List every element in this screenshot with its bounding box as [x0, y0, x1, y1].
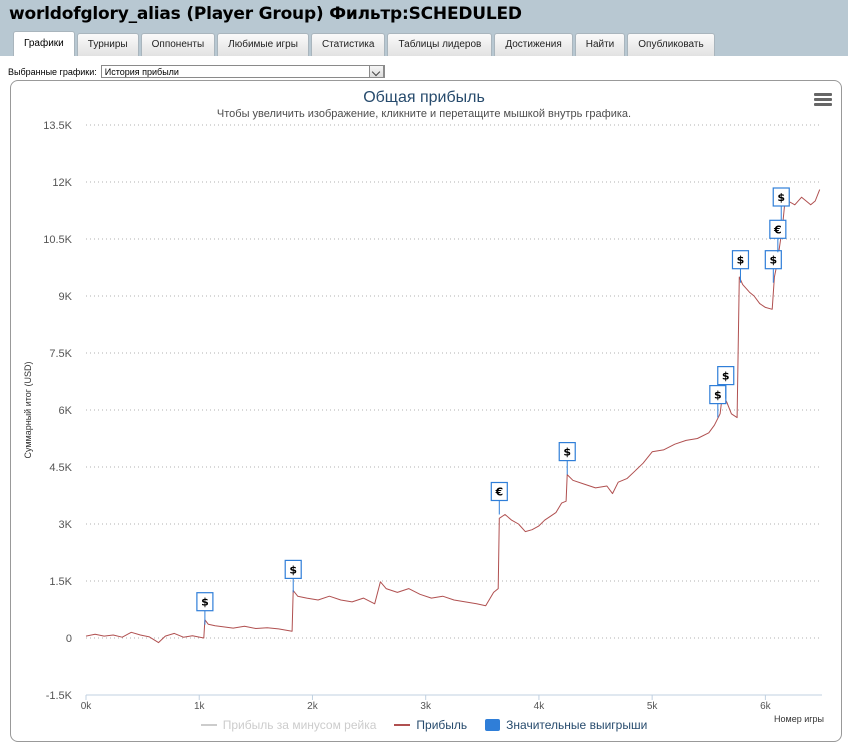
flag-label: $ — [769, 254, 777, 267]
significant-win-flag: $ — [731, 250, 750, 283]
y-tick-label: 12K — [52, 177, 72, 189]
y-tick-label: 0 — [66, 633, 72, 645]
flag-box — [196, 592, 214, 612]
significant-win-flag: $ — [196, 592, 214, 625]
flag-label: $ — [289, 563, 297, 576]
chart-title: Общая прибыль — [363, 89, 485, 106]
significant-win-flag: $ — [558, 442, 576, 475]
chart-selector-dropdown[interactable]: История прибыли — [100, 65, 385, 78]
y-tick-label: 6K — [59, 405, 73, 417]
y-tick-label: 13.5K — [43, 120, 72, 132]
legend-swatch-net-profit — [200, 724, 217, 726]
significant-win-flag: $ — [764, 250, 782, 283]
tab-favorite-games[interactable]: Любимые игры — [217, 33, 309, 56]
flag-box — [731, 250, 750, 270]
significant-win-flag: $ — [709, 385, 727, 418]
tab-publish[interactable]: Опубликовать — [627, 33, 715, 56]
flag-label: € — [773, 223, 782, 236]
flag-box — [764, 250, 782, 270]
x-tick-label: 6k — [760, 701, 772, 712]
x-axis-label: Номер игры — [774, 714, 824, 724]
chevron-down-icon[interactable] — [368, 65, 384, 78]
x-tick-label: 1k — [194, 701, 206, 712]
y-tick-label: -1.5K — [46, 690, 73, 702]
y-axis-label: Суммарный итог (USD) — [23, 361, 33, 459]
significant-win-flag: € — [490, 481, 508, 515]
flag-box — [717, 366, 735, 386]
chart-selector-label: Выбранные графики: — [8, 66, 97, 77]
flag-label: $ — [722, 370, 730, 383]
legend-label-significant-wins: Значительные выигрыши — [506, 718, 648, 732]
significant-win-flag: € — [769, 219, 787, 253]
flag-box — [772, 187, 790, 207]
flag-label: $ — [777, 191, 785, 204]
tab-opponents[interactable]: Оппоненты — [140, 33, 216, 56]
tab-charts[interactable]: Графики — [13, 31, 75, 56]
tab-bar: Графики Турниры Оппоненты Любимые игры С… — [13, 31, 717, 56]
x-tick-label: 3k — [420, 701, 432, 712]
tab-leaderboards[interactable]: Таблицы лидеров — [387, 33, 493, 56]
y-tick-label: 3K — [59, 519, 73, 531]
legend-swatch-significant-wins — [485, 719, 501, 731]
y-tick-label: 9K — [59, 291, 73, 303]
flag-box — [769, 219, 787, 239]
flag-box — [284, 559, 302, 580]
legend-label-net-profit: Прибыль за минусом рейка — [222, 718, 377, 732]
x-tick-label: 4k — [534, 701, 546, 712]
y-tick-label: 7.5K — [49, 348, 72, 360]
legend-label-profit: Прибыль — [416, 718, 468, 732]
tab-tournaments[interactable]: Турниры — [76, 33, 139, 56]
page-title: worldofglory_alias (Player Group) Фильтр… — [9, 4, 522, 24]
flag-box — [490, 481, 508, 502]
chart-panel — [10, 80, 842, 742]
flag-label: $ — [714, 389, 722, 402]
flag-label: $ — [201, 596, 209, 609]
significant-win-flag: $ — [772, 187, 790, 220]
legend-item-significant-wins[interactable]: Значительные выигрыши — [485, 718, 647, 732]
header-bar: worldofglory_alias (Player Group) Фильтр… — [0, 0, 848, 56]
y-tick-label: 1.5K — [49, 576, 72, 588]
x-tick-label: 2k — [307, 701, 319, 712]
significant-win-flag: $ — [284, 559, 302, 593]
x-tick-label: 5k — [647, 701, 659, 712]
flag-label: € — [494, 486, 503, 499]
y-tick-label: 4.5K — [49, 462, 72, 474]
y-tick-label: 10.5K — [43, 234, 72, 246]
flag-label: $ — [563, 446, 571, 459]
tab-search[interactable]: Найти — [574, 33, 626, 56]
chart-selector-row: Выбранные графики: История прибыли — [8, 64, 385, 79]
x-tick-label: 0k — [81, 701, 93, 712]
tab-statistics[interactable]: Статистика — [310, 33, 386, 56]
significant-win-flag: $ — [717, 366, 735, 399]
chart-selector-value: История прибыли — [104, 67, 179, 77]
flag-box — [558, 442, 576, 462]
legend-item-net-profit[interactable]: Прибыль за минусом рейка — [200, 718, 377, 732]
chart-subtitle: Чтобы увеличить изображение, кликните и … — [216, 108, 632, 120]
legend-swatch-profit — [394, 724, 411, 726]
flag-label: $ — [737, 254, 745, 267]
chart-legend: Прибыль за минусом рейка Прибыль Значите… — [0, 718, 848, 732]
legend-item-profit[interactable]: Прибыль — [394, 718, 467, 732]
tab-achievements[interactable]: Достижения — [494, 33, 573, 56]
profit-series-line — [85, 189, 821, 644]
hamburger-menu-icon[interactable] — [814, 93, 832, 107]
